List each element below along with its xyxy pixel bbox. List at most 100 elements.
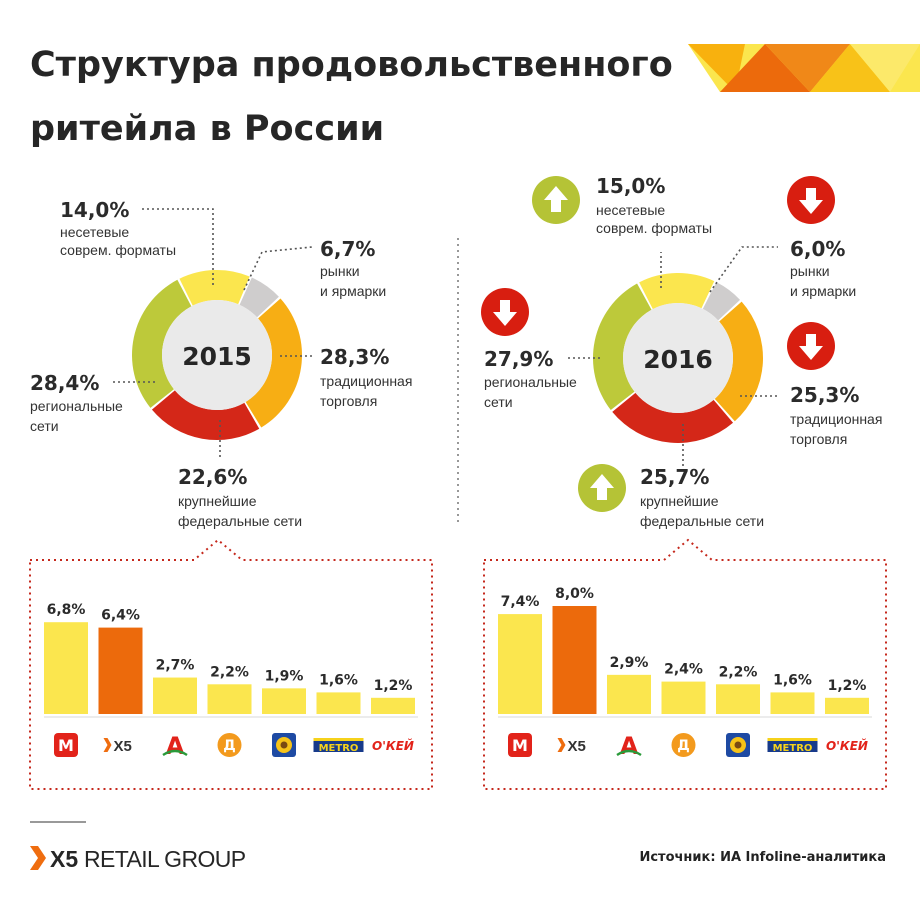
caption-federal-2015-line1: крупнейшие bbox=[178, 493, 257, 509]
value-federal-2016: 25,7% bbox=[640, 465, 709, 489]
arrow-up-icon bbox=[578, 464, 626, 512]
donut-segment-regional-2015 bbox=[132, 279, 192, 408]
year-label-2016: 2016 bbox=[643, 345, 713, 374]
bar-2015-1 bbox=[98, 627, 143, 714]
caption-markets-2016-line2: и ярмарки bbox=[790, 283, 856, 299]
bar-2015-0 bbox=[44, 622, 88, 714]
caption-traditional-2016-line2: торговля bbox=[790, 431, 847, 447]
label-regional-2016: 27,9% региональные сети bbox=[484, 347, 577, 410]
bar-label-2016-3: 2,4% bbox=[664, 662, 703, 678]
caption-federal-2015-line2: федеральные сети bbox=[178, 513, 302, 529]
label-regional-2015: 28,4% региональные сети bbox=[30, 371, 123, 434]
svg-text:A: A bbox=[166, 732, 185, 760]
value-traditional-2016: 25,3% bbox=[790, 383, 859, 407]
caption-markets-2015-line1: рынки bbox=[320, 263, 360, 279]
bar-label-2015-4: 1,9% bbox=[265, 668, 304, 684]
donut-segment-nonchain-2016 bbox=[639, 272, 715, 310]
arrow-down-icon bbox=[787, 322, 835, 370]
bar-label-2016-5: 1,6% bbox=[773, 672, 812, 688]
bar-2016-5 bbox=[770, 692, 815, 714]
donut-center-2016 bbox=[623, 303, 733, 413]
logo-6-icon: О'КЕЙ bbox=[372, 738, 414, 753]
logo-2-icon: A bbox=[162, 732, 188, 760]
bar-label-2015-6: 1,2% bbox=[374, 678, 413, 694]
caption-nonchain-2015-line2: соврем. форматы bbox=[60, 242, 176, 258]
brand-name: RETAIL GROUP bbox=[84, 846, 246, 872]
bar-label-2015-2: 2,7% bbox=[156, 658, 195, 674]
caption-regional-2016-line2: сети bbox=[484, 394, 513, 410]
retailer-logos-2015: М X5 A Д METRO О'КЕЙ bbox=[54, 732, 414, 760]
logo-0-icon: М bbox=[54, 733, 78, 757]
bar-2016-3 bbox=[661, 681, 706, 714]
bar-label-2015-3: 2,2% bbox=[210, 664, 249, 680]
donut-segment-federal-2015 bbox=[151, 390, 260, 440]
logo-1-icon: X5 bbox=[103, 738, 132, 755]
bar-2016-1 bbox=[552, 606, 597, 714]
donut-segment-markets-2016 bbox=[702, 282, 741, 321]
value-traditional-2015: 28,3% bbox=[320, 345, 389, 369]
caption-traditional-2015-line2: торговля bbox=[320, 393, 377, 409]
arrow-up-icon bbox=[532, 176, 580, 224]
logo-3-icon: Д bbox=[217, 733, 242, 757]
donut-segment-traditional-2016 bbox=[714, 301, 764, 422]
bar-2015-5 bbox=[316, 692, 361, 714]
caption-traditional-2016-line1: традиционная bbox=[790, 411, 882, 427]
title-line-1: Структура продовольственного bbox=[30, 45, 673, 85]
bar-2015-3 bbox=[207, 684, 252, 714]
arrow-down-icon bbox=[481, 288, 529, 336]
bar-label-2015-0: 6,8% bbox=[47, 602, 86, 618]
svg-text:METRO: METRO bbox=[773, 743, 813, 754]
caption-regional-2015-line1: региональные bbox=[30, 398, 123, 414]
logo-4-icon bbox=[726, 733, 750, 757]
caption-traditional-2015-line1: традиционная bbox=[320, 373, 412, 389]
bar-label-2015-1: 6,4% bbox=[101, 608, 140, 624]
logo-1-icon: X5 bbox=[557, 738, 586, 755]
label-traditional-2015: 28,3% традиционная торговля bbox=[320, 345, 412, 409]
bar-label-2016-0: 7,4% bbox=[501, 594, 540, 610]
label-nonchain-2015: 14,0% несетевые соврем. форматы bbox=[60, 198, 176, 258]
donut-chart-2015 bbox=[132, 270, 303, 440]
value-regional-2016: 27,9% bbox=[484, 347, 553, 371]
bar-label-2016-4: 2,2% bbox=[719, 664, 758, 680]
caption-federal-2016-line1: крупнейшие bbox=[640, 493, 719, 509]
bar-2015-2 bbox=[153, 677, 197, 714]
caption-regional-2016-line1: региональные bbox=[484, 374, 577, 390]
bar-2016-2 bbox=[607, 674, 651, 714]
x5-chevron-icon bbox=[30, 846, 46, 870]
caption-nonchain-2016-line2: соврем. форматы bbox=[596, 220, 712, 236]
value-markets-2016: 6,0% bbox=[790, 237, 845, 261]
caption-regional-2015-line2: сети bbox=[30, 418, 59, 434]
svg-text:М: М bbox=[512, 736, 528, 755]
title-line-2: ритейла в России bbox=[30, 109, 384, 149]
value-markets-2015: 6,7% bbox=[320, 237, 375, 261]
donut-center-2015 bbox=[162, 300, 272, 410]
label-federal-2016: 25,7% крупнейшие федеральные сети bbox=[640, 465, 764, 529]
brand-mark: X5 bbox=[50, 846, 78, 872]
bar-chart-2015: 6,8% 6,4% 2,7% 2,2% 1,9% 1,6% 1,2% bbox=[44, 602, 415, 714]
label-markets-2016: 6,0% рынки и ярмарки bbox=[790, 237, 856, 299]
svg-text:X5: X5 bbox=[114, 738, 132, 755]
leader-markets-2015 bbox=[243, 246, 313, 291]
bar-2015-4 bbox=[262, 688, 306, 714]
caption-nonchain-2016-line1: несетевые bbox=[596, 202, 665, 218]
svg-text:A: A bbox=[620, 732, 639, 760]
year-label-2015: 2015 bbox=[182, 342, 252, 371]
decorative-triangles bbox=[688, 44, 920, 92]
logo-6-icon: О'КЕЙ bbox=[826, 738, 868, 753]
bar-label-2016-2: 2,9% bbox=[610, 655, 649, 671]
caption-markets-2015-line2: и ярмарки bbox=[320, 283, 386, 299]
source-note: Источник: ИА Infoline-аналитика bbox=[639, 850, 886, 865]
value-nonchain-2016: 15,0% bbox=[596, 174, 665, 198]
bar-label-2016-6: 1,2% bbox=[828, 678, 867, 694]
bar-2016-0 bbox=[498, 614, 542, 714]
svg-text:Д: Д bbox=[223, 738, 235, 754]
svg-text:Д: Д bbox=[677, 738, 689, 754]
caption-markets-2016-line1: рынки bbox=[790, 263, 830, 279]
value-federal-2015: 22,6% bbox=[178, 465, 247, 489]
bar-2016-6 bbox=[825, 697, 869, 714]
logo-2-icon: A bbox=[616, 732, 642, 760]
donut-chart-2016 bbox=[593, 272, 764, 443]
logo-5-icon: METRO bbox=[313, 738, 364, 754]
svg-text:О'КЕЙ: О'КЕЙ bbox=[826, 738, 868, 753]
